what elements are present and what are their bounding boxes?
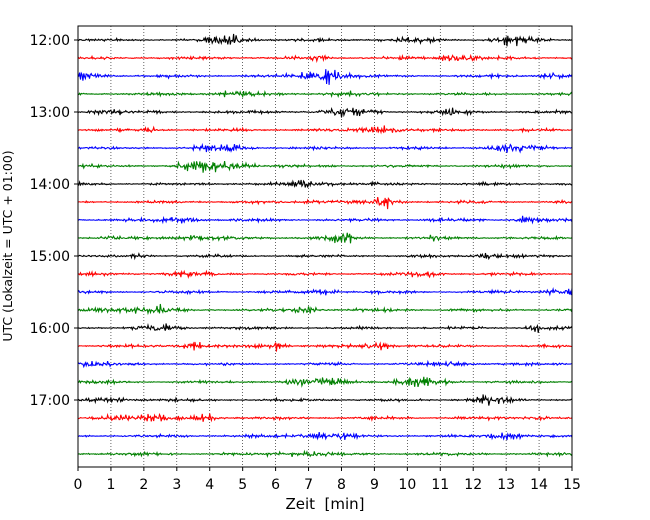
trace-1730 [77,431,573,441]
trace-1500 [77,252,573,261]
trace-1200 [77,33,573,47]
y-tick-label: 16:00 [30,321,70,337]
trace-1600 [77,323,573,333]
x-tick-label: 10 [398,477,416,493]
y-tick-label: 13:00 [30,105,70,121]
x-tick-label: 7 [304,477,313,493]
trace-1245 [77,90,573,99]
y-tick-label: 17:00 [30,393,70,409]
trace-1415 [77,196,573,210]
x-tick-label: 12 [464,477,482,493]
trace-1515 [77,269,573,279]
trace-1345 [77,160,573,173]
y-axis-ticks: 12:00 13:00 14:00 15:00 16:00 17:00 [30,33,78,409]
x-tick-label: 8 [337,477,346,493]
y-tick-label: 15:00 [30,249,70,265]
x-axis-label: Zeit [min] [285,495,364,513]
x-tick-label: 5 [238,477,247,493]
x-tick-label: 0 [74,477,83,493]
trace-1615 [77,341,573,352]
trace-1300 [77,106,573,118]
x-axis-ticks: 0 1 2 3 4 5 6 7 8 9 10 11 12 13 14 15 [74,467,581,493]
trace-1230 [77,69,573,85]
trace-1215 [77,53,573,64]
x-tick-label: 2 [139,477,148,493]
trace-1430 [77,215,573,225]
x-tick-label: 11 [431,477,449,493]
x-tick-label: 6 [271,477,280,493]
trace-1545 [77,303,573,316]
trace-1400 [77,179,573,188]
x-tick-label: 3 [172,477,181,493]
y-tick-label: 14:00 [30,177,70,193]
x-tick-label: 1 [106,477,115,493]
y-axis-label: UTC (Lokalzeit = UTC + 01:00) [0,150,15,341]
y-tick-label: 12:00 [30,33,70,49]
x-tick-label: 4 [205,477,214,493]
trace-1715 [77,412,573,423]
trace-1445 [77,232,573,244]
x-tick-label: 9 [370,477,379,493]
plot-frame [77,25,573,468]
trace-1630 [77,359,573,369]
trace-1315 [77,125,573,135]
trace-1745 [77,449,573,458]
trace-1645 [77,376,573,388]
trace-1700 [77,394,573,406]
trace-1530 [77,286,573,297]
x-tick-label: 14 [530,477,548,493]
trace-1330 [77,142,573,154]
x-tick-label: 15 [563,477,581,493]
x-tick-label: 13 [497,477,515,493]
seismic-traces [77,33,573,458]
